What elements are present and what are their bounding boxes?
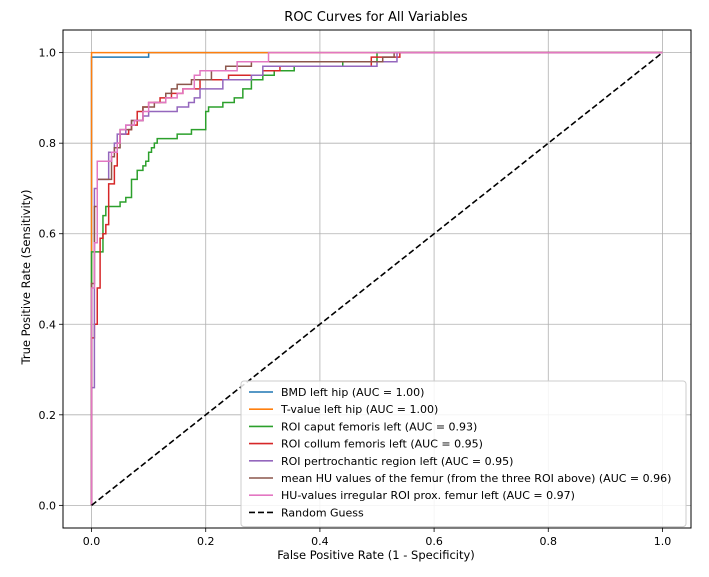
chart-title: ROC Curves for All Variables xyxy=(284,10,468,25)
y-tick-label: 0.2 xyxy=(39,409,57,422)
legend-label: ROI caput femoris left (AUC = 0.93) xyxy=(281,420,477,433)
x-tick-label: 0.6 xyxy=(425,535,443,548)
legend-label: ROI collum femoris left (AUC = 0.95) xyxy=(281,438,483,451)
legend-label: HU-values irregular ROI prox. femur left… xyxy=(281,489,575,502)
y-tick-label: 0.6 xyxy=(39,228,57,241)
legend-label: BMD left hip (AUC = 1.00) xyxy=(281,386,424,399)
legend: BMD left hip (AUC = 1.00) T-value left hi… xyxy=(240,380,687,528)
y-tick-label: 0.4 xyxy=(39,318,57,331)
legend-label: Random Guess xyxy=(281,506,364,519)
series-line xyxy=(91,52,663,506)
series-line xyxy=(90,51,663,506)
legend-label: T-value left hip (AUC = 1.00) xyxy=(280,403,438,416)
y-tick-label: 0.0 xyxy=(39,499,57,512)
plot-area-frame xyxy=(62,29,692,529)
legend-label: mean HU values of the femur (from the th… xyxy=(281,472,671,485)
y-axis-label: True Positive Rate (Sensitivity) xyxy=(19,190,33,366)
x-tick-label: 0.0 xyxy=(83,535,101,548)
x-tick-label: 0.4 xyxy=(311,535,329,548)
x-tick-label: 1.0 xyxy=(654,535,672,548)
x-tick-label: 0.2 xyxy=(197,535,215,548)
x-tick-label: 0.8 xyxy=(540,535,558,548)
y-tick-label: 0.8 xyxy=(39,137,57,150)
series-line xyxy=(90,51,663,506)
legend-box xyxy=(240,380,687,528)
plot-series xyxy=(90,51,663,506)
axis-ticks: 0.0 0.2 0.4 0.6 0.8 1.0 0.0 0.2 0.4 0.6 0.8 1.0 xyxy=(39,47,672,548)
legend-label: ROI pertrochantic region left (AUC = 0.9… xyxy=(281,455,513,468)
x-axis-label: False Positive Rate (1 - Specificity) xyxy=(277,548,475,562)
y-tick-label: 1.0 xyxy=(39,47,57,60)
